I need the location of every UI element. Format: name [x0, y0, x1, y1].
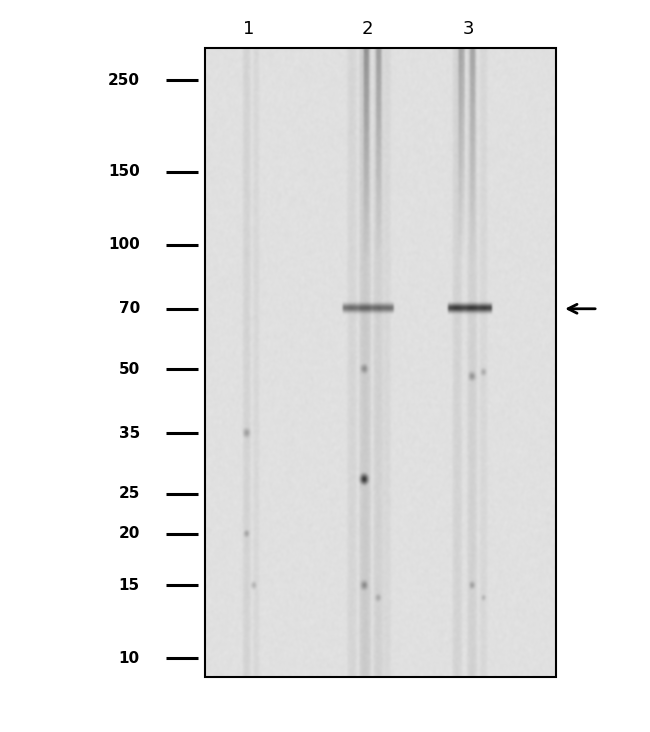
- Text: 20: 20: [118, 526, 140, 541]
- Text: 3: 3: [462, 20, 474, 38]
- Text: 50: 50: [118, 362, 140, 377]
- Text: 15: 15: [118, 578, 140, 593]
- Text: 70: 70: [118, 302, 140, 316]
- Text: 10: 10: [118, 651, 140, 665]
- Text: 1: 1: [243, 20, 255, 38]
- Text: 250: 250: [108, 72, 140, 88]
- Text: 2: 2: [361, 20, 373, 38]
- Text: 100: 100: [108, 237, 140, 253]
- Text: 35: 35: [118, 426, 140, 441]
- Text: 150: 150: [108, 165, 140, 179]
- Text: 25: 25: [118, 486, 140, 501]
- Bar: [205, 48, 556, 677]
